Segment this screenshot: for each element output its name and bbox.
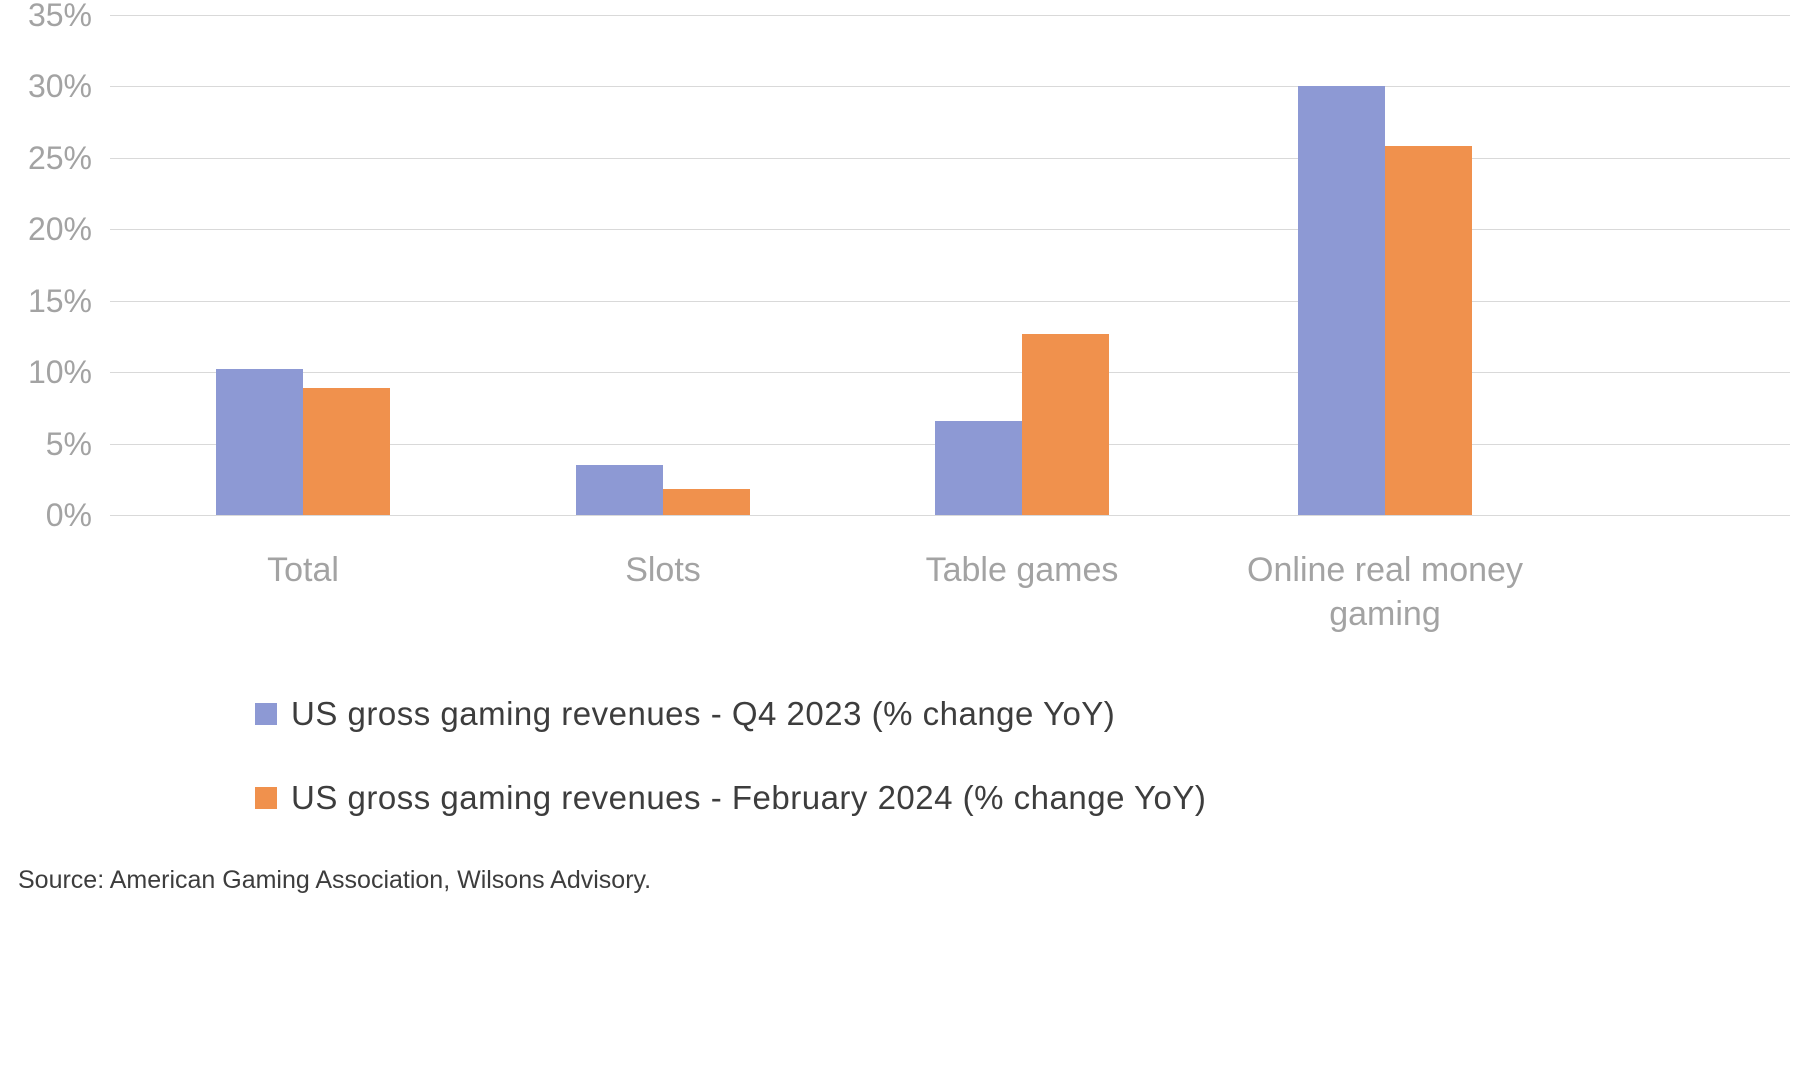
y-tick-20%: 20% bbox=[27, 211, 92, 248]
bar-series1-total bbox=[303, 387, 390, 515]
gridline-25% bbox=[110, 157, 1790, 159]
gridline-15% bbox=[110, 300, 1790, 302]
legend-marker-february-2024 bbox=[255, 787, 277, 809]
y-tick-35%: 35% bbox=[27, 0, 92, 33]
bar-series1-slots bbox=[663, 489, 750, 515]
bar-series1-table-games bbox=[1022, 333, 1109, 515]
gridline-30% bbox=[110, 86, 1790, 88]
legend: US gross gaming revenues - Q4 2023 (% ch… bbox=[255, 695, 1206, 863]
bar-series1-online-real-money-gaming bbox=[1385, 146, 1472, 515]
x-tick-table-games: Table games bbox=[925, 551, 1119, 589]
plot-area bbox=[110, 15, 1790, 516]
y-tick-30%: 30% bbox=[27, 68, 92, 105]
gridline-35% bbox=[110, 15, 1790, 16]
gridline-10% bbox=[110, 372, 1790, 374]
y-tick-5%: 5% bbox=[45, 425, 92, 462]
legend-label-q4-2023: US gross gaming revenues - Q4 2023 (% ch… bbox=[291, 695, 1116, 732]
bar-series0-total bbox=[216, 369, 303, 515]
legend-label-february-2024: US gross gaming revenues - February 2024… bbox=[291, 779, 1207, 816]
y-tick-0%: 0% bbox=[45, 497, 92, 533]
x-tick-slots: Slots bbox=[625, 551, 701, 589]
y-tick-25%: 25% bbox=[27, 139, 92, 176]
y-tick-15%: 15% bbox=[27, 282, 92, 319]
legend-row-february-2024: US gross gaming revenues - February 2024… bbox=[255, 779, 1206, 817]
source-note: Source: American Gaming Association, Wil… bbox=[18, 866, 652, 894]
gridline-20% bbox=[110, 229, 1790, 231]
bar-series0-slots bbox=[576, 465, 663, 515]
y-tick-10%: 10% bbox=[27, 354, 92, 391]
x-tick-online-real-money-gaming: Online real money gaming bbox=[1247, 551, 1523, 633]
legend-marker-q4-2023 bbox=[255, 703, 277, 725]
gridline-0% bbox=[110, 515, 1790, 516]
x-tick-total: Total bbox=[267, 551, 339, 589]
bar-series0-table-games bbox=[935, 420, 1022, 515]
bar-series0-online-real-money-gaming bbox=[1298, 86, 1385, 515]
legend-row-q4-2023: US gross gaming revenues - Q4 2023 (% ch… bbox=[255, 695, 1206, 733]
